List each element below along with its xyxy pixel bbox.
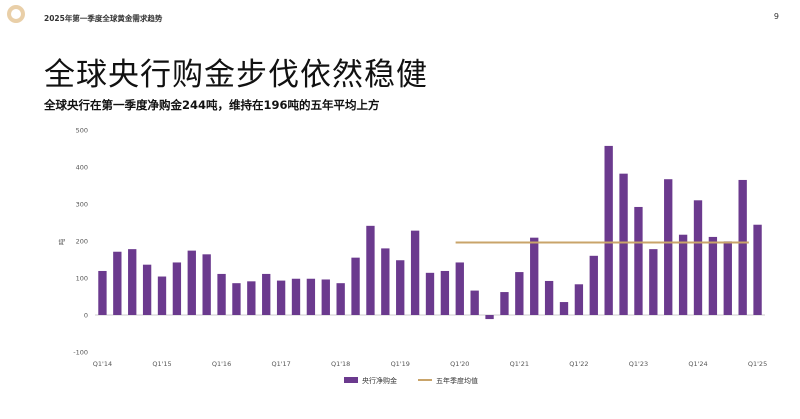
bar [455, 262, 464, 315]
x-tick-label: Q1'25 [748, 360, 767, 368]
bar [574, 284, 584, 315]
x-tick-label: Q1'18 [331, 360, 350, 368]
breadcrumb: 2025年第一季度全球黄金需求趋势 [44, 14, 163, 23]
legend-label-average: 五年季度均值 [436, 376, 478, 385]
x-tick-label: Q1'14 [93, 360, 112, 368]
bar [649, 249, 658, 315]
bar [485, 315, 494, 320]
bar [291, 278, 301, 315]
bar [262, 273, 271, 315]
bar [142, 264, 152, 315]
x-tick-label: Q1'16 [212, 360, 231, 368]
bar [678, 234, 688, 315]
x-tick-label: Q1'24 [688, 360, 707, 368]
bar [351, 257, 360, 315]
x-tick-label: Q1'15 [152, 360, 171, 368]
bar [113, 251, 122, 315]
bar [276, 280, 286, 315]
bar [693, 200, 703, 315]
bar [366, 225, 375, 315]
bar [530, 237, 539, 315]
bar [470, 290, 479, 315]
bar [247, 281, 256, 315]
y-tick-label: 100 [76, 275, 88, 283]
page-subtitle: 全球央行在第一季度净购金244吨，维持在196吨的五年平均上方 [44, 98, 380, 112]
bar [664, 179, 673, 315]
bar [559, 302, 569, 315]
bar [619, 173, 628, 315]
legend-label-bars: 央行净购金 [362, 376, 397, 385]
bar [723, 241, 732, 315]
x-tick-label: Q1'23 [629, 360, 648, 368]
bar [440, 270, 450, 315]
bar [128, 249, 137, 315]
bar [396, 260, 405, 315]
y-axis-label: 吨 [57, 238, 66, 245]
bar [708, 236, 718, 315]
page-number: 9 [773, 12, 779, 21]
bar [336, 283, 345, 315]
x-tick-label: Q1'22 [569, 360, 588, 368]
bar [217, 273, 226, 315]
x-tick-label: Q1'19 [391, 360, 410, 368]
bar [753, 224, 762, 315]
y-tick-label: 300 [76, 201, 88, 209]
bar [187, 250, 196, 315]
y-tick-label: 500 [76, 127, 88, 135]
x-tick-label: Q1'21 [510, 360, 529, 368]
bar [232, 283, 241, 315]
y-tick-label: 200 [76, 238, 88, 246]
x-tick-label: Q1'20 [450, 360, 469, 368]
bar [544, 280, 554, 315]
bar [425, 272, 435, 315]
y-tick-label: -100 [73, 349, 88, 357]
bar [738, 179, 747, 315]
bar [410, 230, 420, 315]
bar [381, 248, 390, 315]
page-title: 全球央行购金步伐依然稳健 [44, 57, 428, 93]
bar [98, 270, 107, 315]
bar [306, 278, 316, 315]
logo-icon [7, 5, 25, 23]
bar [500, 292, 509, 315]
bar [172, 262, 182, 315]
bar [321, 279, 330, 315]
y-tick-label: 0 [84, 312, 88, 320]
y-tick-label: 400 [76, 164, 88, 172]
bar [157, 276, 167, 315]
bar [634, 206, 643, 315]
bar [515, 272, 524, 315]
bar [202, 254, 211, 315]
bar [589, 255, 598, 315]
legend-swatch-bars [344, 377, 358, 383]
x-tick-label: Q1'17 [271, 360, 290, 368]
bar [604, 145, 613, 315]
